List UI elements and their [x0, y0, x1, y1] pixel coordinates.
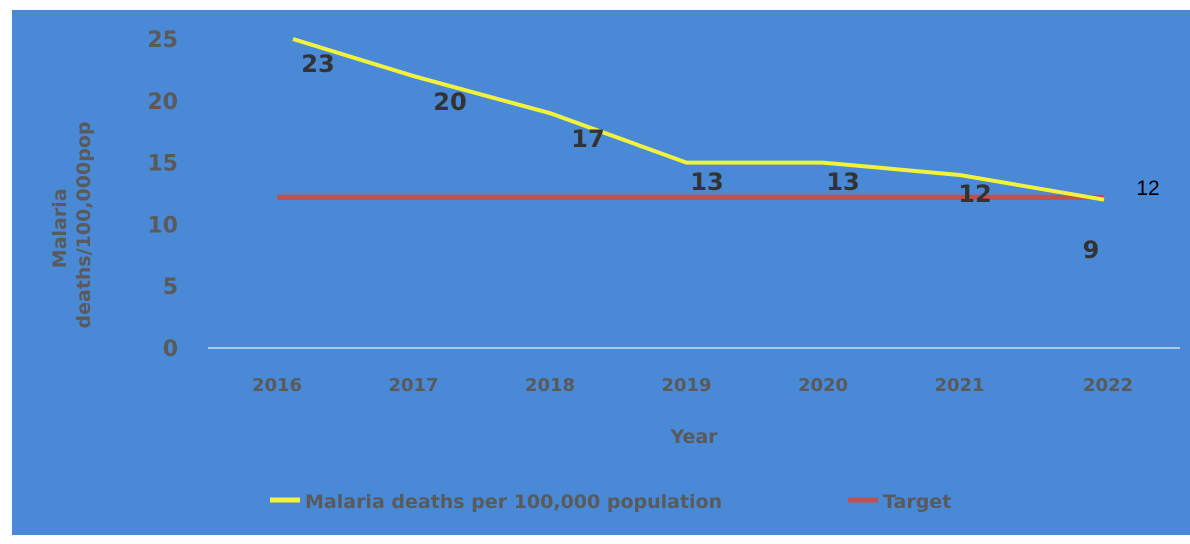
x-axis-ticks: 2016 2017 2018 2019 2020 2021 2022 — [252, 375, 1133, 396]
y-tick-label: 0 — [163, 337, 178, 362]
y-tick-label: 20 — [147, 90, 178, 115]
x-tick-label: 2019 — [661, 375, 711, 396]
data-label: 20 — [433, 88, 466, 116]
data-label: 17 — [571, 125, 604, 153]
legend-label-malaria-deaths: Malaria deaths per 100,000 population — [305, 491, 722, 513]
data-label: 9 — [1083, 236, 1100, 264]
y-tick-label: 15 — [147, 152, 178, 177]
target-annotation: 12 — [1136, 177, 1159, 200]
y-axis-title: Malaria deaths/100,000pop — [49, 122, 95, 329]
y-tick-label: 10 — [147, 213, 178, 238]
x-tick-label: 2022 — [1083, 375, 1133, 396]
x-tick-label: 2018 — [525, 375, 575, 396]
legend-label-target: Target — [883, 491, 951, 513]
data-label: 12 — [958, 180, 991, 208]
y-axis-ticks: 0 5 10 15 20 25 — [147, 28, 178, 362]
y-tick-label: 5 — [163, 275, 178, 300]
x-tick-label: 2016 — [252, 375, 302, 396]
chart-background — [12, 10, 1190, 535]
x-tick-label: 2021 — [934, 375, 984, 396]
data-label: 23 — [301, 50, 334, 78]
y-axis-title-line-1: Malaria — [49, 188, 71, 268]
series-line-malaria-deaths — [292, 37, 1105, 202]
legend: Malaria deaths per 100,000 population Tar… — [270, 491, 951, 513]
y-tick-label: 25 — [147, 28, 178, 53]
x-axis-title: Year — [669, 426, 718, 448]
data-labels: 23 20 17 13 13 12 9 12 — [301, 50, 1159, 264]
data-label: 13 — [690, 168, 723, 196]
series-layer — [277, 37, 1105, 202]
x-tick-label: 2020 — [798, 375, 848, 396]
x-tick-label: 2017 — [388, 375, 438, 396]
y-axis-title-line-2: deaths/100,000pop — [73, 122, 95, 329]
data-label: 13 — [826, 168, 859, 196]
